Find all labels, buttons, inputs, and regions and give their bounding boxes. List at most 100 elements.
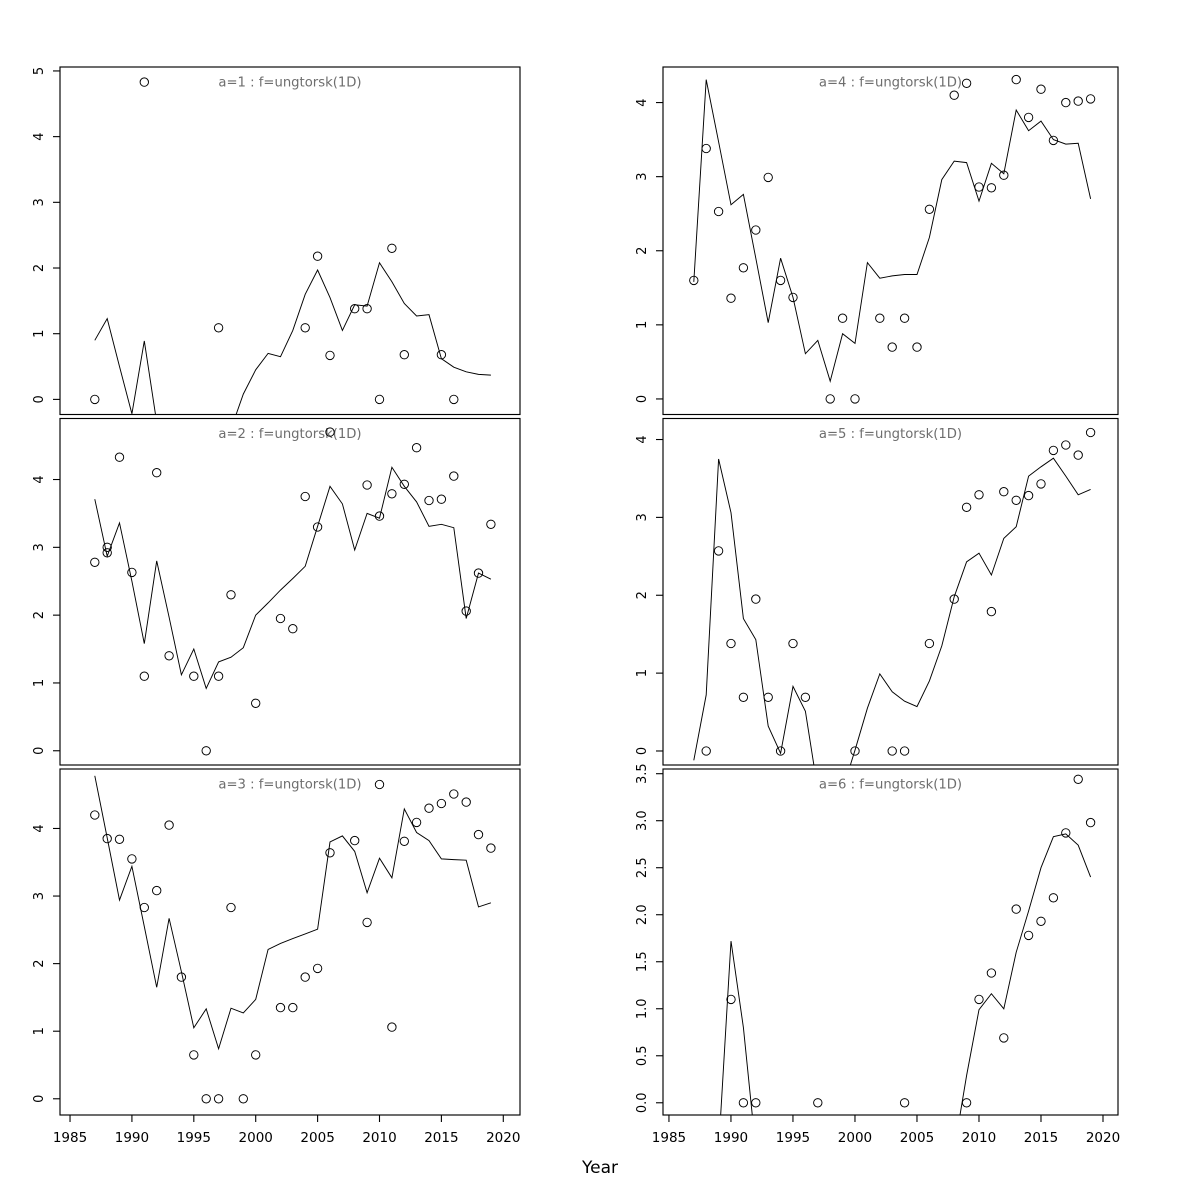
data-point [1073,450,1083,460]
data-point [912,342,922,352]
data-point [788,292,798,303]
data-point [726,994,736,1005]
data-point [362,917,372,928]
data-point [164,651,174,661]
data-point [473,568,484,578]
data-point [825,394,835,404]
data-point [875,313,885,323]
data-point [399,350,409,360]
data-point [350,304,360,314]
data-point [949,594,959,604]
data-point [1061,97,1071,108]
data-point [899,1098,910,1108]
data-point [974,182,984,192]
data-point [899,746,910,756]
data-point [449,789,459,799]
data-point [887,746,897,756]
fit-line [720,833,1092,1115]
data-point [751,1098,761,1108]
data-point [961,1098,972,1108]
panel-box [662,66,1119,416]
data-point [251,698,261,708]
data-point [90,810,100,820]
data-point [738,263,749,273]
y-tick-label: 1 [635,669,650,677]
y-tick-label: 3 [635,513,650,521]
data-point [114,834,125,844]
x-tick-label: 2020 [486,1130,520,1146]
x-tick-label: 1995 [776,1130,810,1146]
y-tick-label: 4 [635,98,650,106]
data-point [949,90,959,100]
x-tick-label: 2010 [362,1130,396,1146]
x-tick-label: 1995 [177,1130,211,1146]
data-point [850,394,860,404]
data-point [1023,490,1034,501]
data-point [1085,817,1096,828]
y-tick-label: 3 [32,198,47,206]
data-point [201,746,211,756]
data-point [300,491,310,502]
y-tick-label: 0.0 [635,1092,650,1113]
data-point [387,243,397,253]
x-tick-label: 2020 [1086,1130,1120,1146]
data-point [424,803,434,813]
data-point [374,394,385,405]
data-point [1011,495,1021,505]
data-point [238,1094,248,1104]
data-point [399,836,409,846]
y-tick-label: 0 [32,747,47,755]
data-point [763,172,773,183]
data-point [127,567,137,578]
data-point [201,1094,211,1104]
data-point [1073,96,1083,106]
y-tick-label: 2 [32,264,47,272]
y-tick-label: 0 [635,747,650,755]
panel-title: a=4 : f=ungtorsk(1D) [819,76,962,91]
y-tick-label: 2 [635,591,650,599]
data-point [999,170,1009,180]
data-point [312,522,323,532]
panel-box [662,768,1119,1116]
data-point [887,342,897,352]
y-tick-label: 0 [635,395,650,403]
data-point [813,1098,823,1108]
data-point [1085,427,1096,438]
data-point [436,798,447,809]
data-point [325,427,335,437]
y-tick-label: 5 [32,67,47,75]
data-point [374,511,385,521]
data-point [176,972,187,982]
data-point [763,692,773,702]
panel-box [59,417,521,766]
panel-title: a=3 : f=ungtorsk(1D) [218,778,361,793]
data-point [436,494,447,504]
y-tick-label: 0 [32,1095,47,1103]
data-point [387,1022,397,1032]
data-point [974,490,984,500]
data-point [288,1002,298,1013]
data-point [689,275,699,286]
data-point [986,183,997,193]
data-point [1023,930,1034,941]
y-tick-label: 2 [32,611,47,619]
data-point [139,77,149,87]
data-point [1011,74,1021,85]
x-tick-label: 2015 [1024,1130,1058,1146]
data-point [189,1050,199,1060]
data-point [275,613,286,624]
data-point [102,548,112,558]
data-point [775,746,786,756]
x-tick-label: 1990 [115,1130,149,1146]
x-tick-label: 1985 [652,1130,686,1146]
data-point [325,848,335,858]
data-point [713,546,724,556]
data-point [399,479,409,489]
data-point [139,902,149,913]
panel-title: a=5 : f=ungtorsk(1D) [819,427,962,442]
fit-line [693,79,1092,383]
data-point [486,519,496,529]
data-point [738,1098,749,1108]
data-point [213,1094,224,1104]
data-point [726,293,736,303]
